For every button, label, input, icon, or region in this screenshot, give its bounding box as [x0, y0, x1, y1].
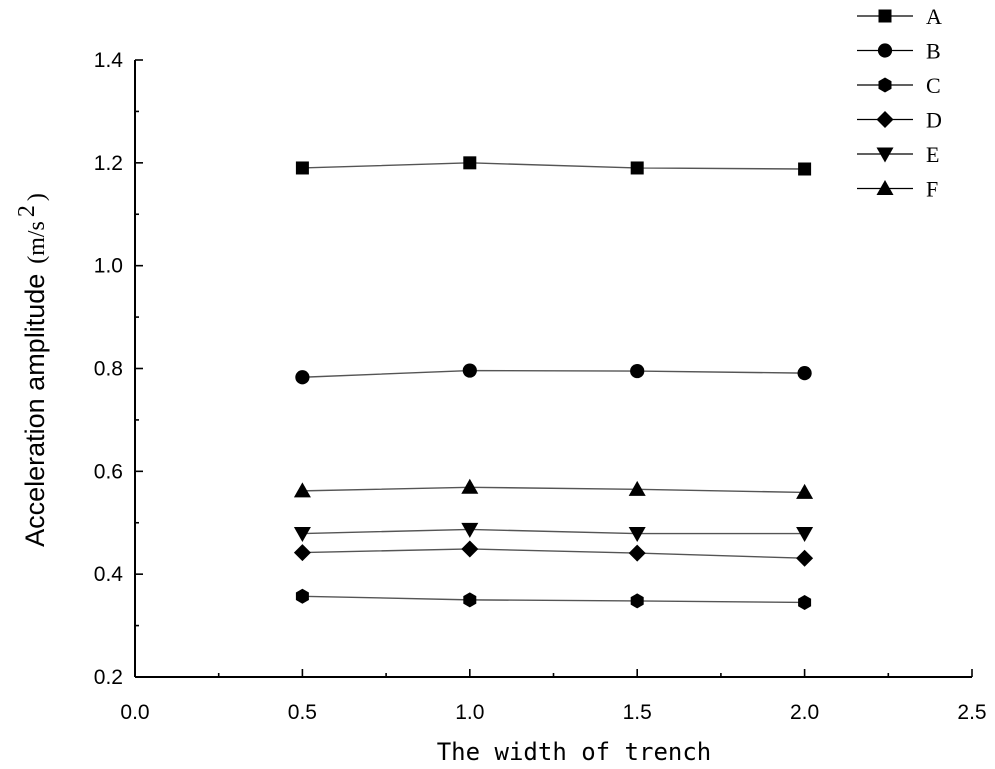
data-point-C [630, 593, 644, 609]
y-tick-label: 0.8 [94, 358, 123, 381]
data-point-A [295, 161, 309, 175]
y-ticks: 0.2 0.4 0.6 0.8 1.0 1.2 1.4 [94, 49, 143, 689]
data-point-D [628, 544, 646, 562]
x-tick-label: 1.0 [455, 701, 484, 724]
legend-marker-C [878, 77, 892, 93]
y-axis-unit-superscript: 2 [14, 205, 40, 217]
legend-label: E [926, 142, 939, 167]
data-point-F [461, 478, 479, 494]
data-point-E [293, 527, 311, 543]
data-point-D [293, 544, 311, 562]
series-line-A [302, 162, 805, 170]
data-point-A [630, 161, 644, 175]
axes [134, 60, 972, 678]
legend-marker-E [876, 147, 894, 163]
y-tick-label: 1.0 [94, 255, 123, 278]
x-tick-label: 0.0 [120, 701, 149, 724]
x-axis-label: The width of trench [437, 738, 712, 766]
x-tick-label: 2.0 [790, 701, 819, 724]
data-point-A [798, 162, 812, 176]
data-point-E [796, 527, 814, 543]
legend-item-D: D [857, 108, 942, 133]
y-tick-label: 0.4 [94, 563, 124, 586]
legend-label: D [926, 108, 942, 133]
legend-item-E: E [857, 142, 939, 167]
series-line-C [302, 595, 805, 604]
series-line-F [302, 486, 805, 494]
y-axis-label-text: Acceleration amplitude [20, 274, 50, 547]
series-E [293, 522, 814, 543]
data-point-B [295, 370, 310, 385]
legend-marker-D [876, 111, 894, 128]
y-axis-unit: (m/s [24, 221, 50, 264]
data-point-C [798, 594, 812, 610]
legend-item-C: C [857, 73, 941, 98]
legend-item-A: A [857, 4, 942, 29]
data-point-F [628, 480, 646, 496]
legend-marker-B [877, 43, 893, 58]
legend-item-B: B [857, 39, 941, 64]
data-point-E [628, 527, 646, 543]
y-tick-label: 0.2 [94, 666, 123, 689]
data-point-F [796, 483, 814, 499]
series-D [293, 540, 814, 567]
x-tick-label: 2.5 [957, 701, 986, 724]
data-point-B [797, 366, 812, 381]
legend-label: B [926, 39, 941, 64]
x-tick-label: 1.5 [623, 701, 652, 724]
legend-label: C [926, 73, 941, 98]
series-A [295, 156, 812, 176]
data-point-B [630, 363, 645, 379]
y-axis-label: Acceleration amplitude (m/s 2 ) [14, 193, 50, 547]
data-point-D [461, 540, 479, 558]
data-point-C [463, 592, 477, 608]
series-line-E [302, 528, 805, 535]
series-line-B [302, 369, 805, 378]
legend-label: A [926, 4, 942, 29]
y-tick-label: 1.2 [94, 152, 123, 175]
legend-marker-A [878, 9, 892, 23]
data-point-E [461, 522, 479, 538]
data-point-B [462, 363, 477, 378]
series-line-D [302, 548, 805, 559]
series-B [295, 363, 812, 385]
data-point-D [796, 549, 814, 567]
y-axis-unit-close: ) [24, 193, 50, 201]
x-ticks: 0.0 0.5 1.0 1.5 2.0 2.5 [120, 669, 987, 724]
legend-marker-F [876, 180, 894, 195]
x-tick-label: 0.5 [288, 701, 317, 724]
series-layer [293, 156, 814, 610]
series-C [295, 588, 812, 610]
series-F [293, 478, 814, 499]
data-point-F [293, 482, 311, 498]
legend-label: F [926, 177, 938, 202]
data-point-A [463, 156, 477, 170]
legend-item-F: F [857, 177, 938, 202]
y-tick-label: 1.4 [94, 49, 124, 72]
data-point-C [295, 588, 309, 604]
y-axis-label-group: Acceleration amplitude (m/s 2 ) [14, 193, 50, 547]
y-tick-label: 0.6 [94, 460, 123, 483]
